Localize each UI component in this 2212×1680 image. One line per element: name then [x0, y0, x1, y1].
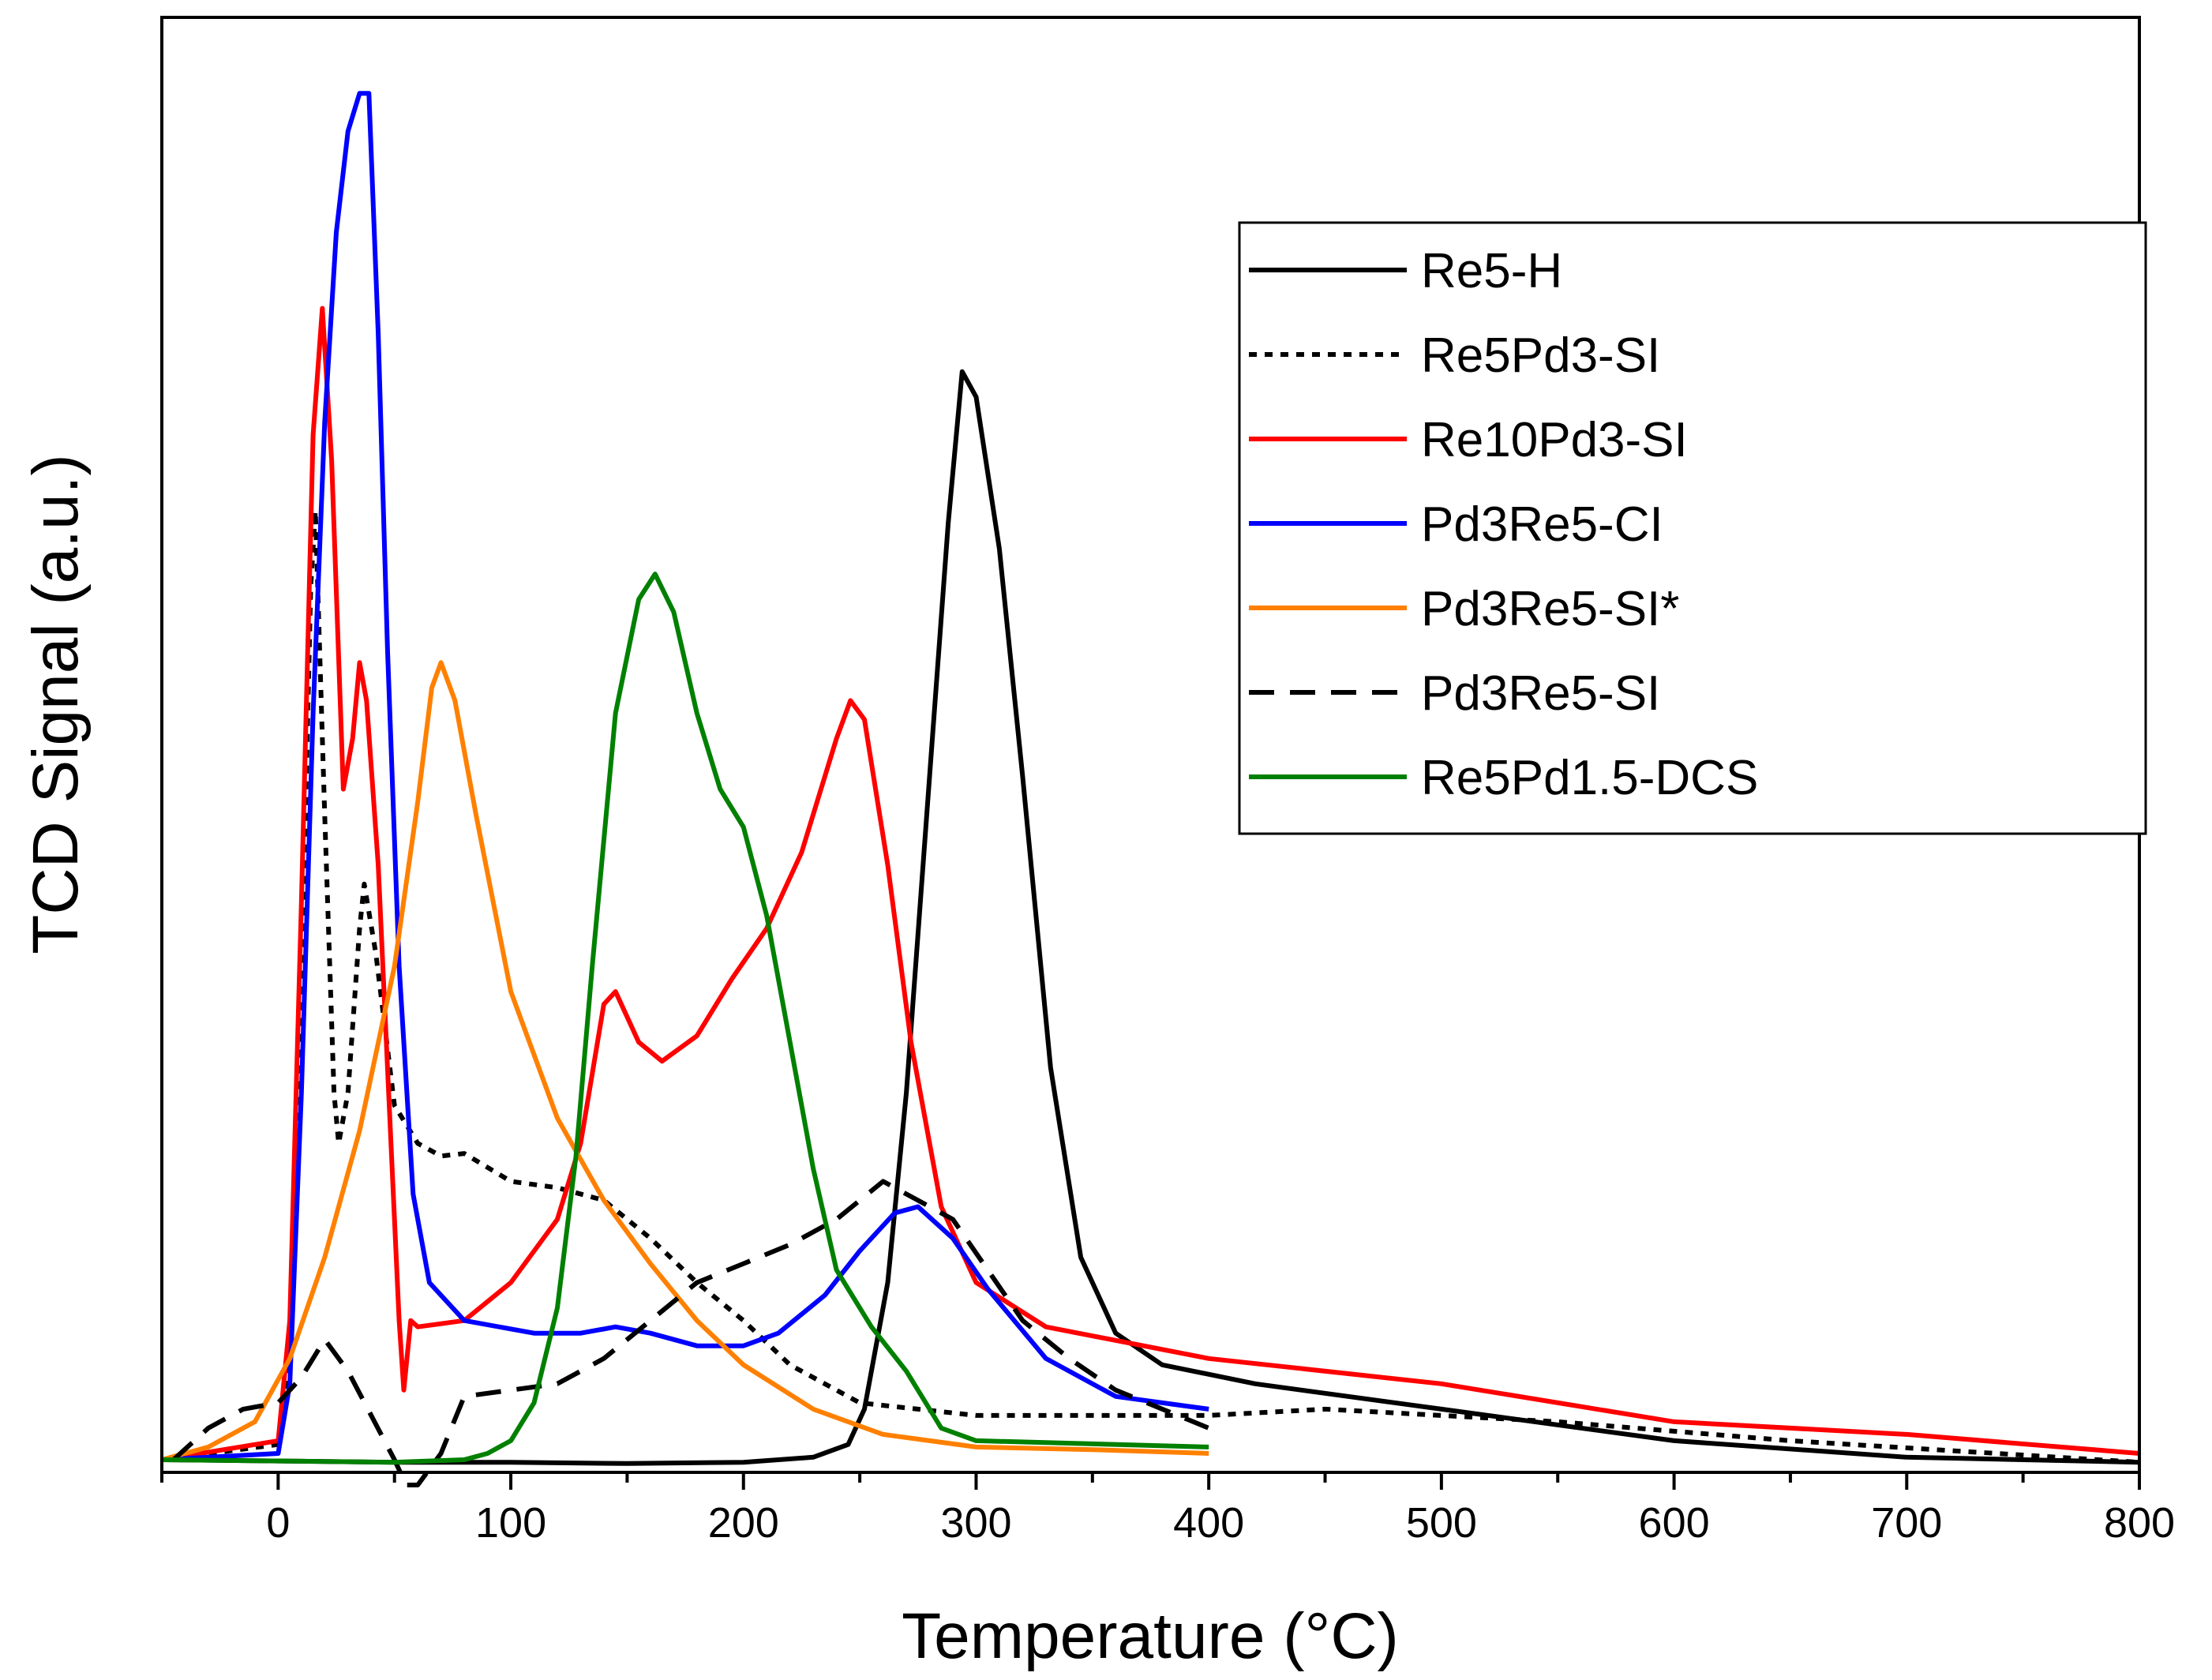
- series-line-pd3re5-si-: [161, 660, 1209, 1462]
- legend-label: Pd3Re5-SI*: [1421, 582, 1679, 636]
- series-line-pd3re5-si: [171, 1179, 1210, 1487]
- legend-label: Re5Pd1.5-DCS: [1421, 751, 1758, 805]
- x-axis-tick-labels: 0 100 200 300 400 500 600 700 800: [266, 1499, 2175, 1547]
- series-layer: [161, 91, 2140, 1487]
- legend-label: Re5-H: [1421, 244, 1562, 298]
- legend-label: Re5Pd3-SI: [1421, 328, 1660, 383]
- series-line-re10pd3-si: [161, 306, 2140, 1462]
- x-tick-label: 500: [1406, 1499, 1477, 1547]
- series-line-re5-h: [161, 369, 2140, 1466]
- x-tick-label: 700: [1871, 1499, 1942, 1547]
- series-line-re5pd1-5-dcs: [161, 572, 1209, 1465]
- x-axis-title: Temperature (°C): [902, 1600, 1399, 1672]
- legend: Re5-H Re5Pd3-SI Re10Pd3-SI Pd3Re5-CI Pd3Re5-…: [1238, 221, 2147, 835]
- x-tick-label: 200: [708, 1499, 779, 1547]
- x-tick-label: 400: [1173, 1499, 1244, 1547]
- x-tick-label: 0: [266, 1499, 290, 1547]
- legend-box: [1238, 221, 2147, 835]
- legend-label: Re10Pd3-SI: [1421, 413, 1688, 467]
- x-tick-label: 600: [1639, 1499, 1710, 1547]
- y-axis-title: TCD Signal (a.u.): [20, 454, 92, 954]
- legend-entries: Re5-H Re5Pd3-SI Re10Pd3-SI Pd3Re5-CI Pd3Re5-…: [1249, 244, 1758, 805]
- legend-label: Pd3Re5-CI: [1421, 497, 1663, 552]
- series-line-pd3re5-ci: [161, 91, 1209, 1462]
- x-tick-label: 800: [2104, 1499, 2175, 1547]
- x-tick-label: 100: [475, 1499, 546, 1547]
- x-tick-label: 300: [940, 1499, 1011, 1547]
- x-axis-ticks: [160, 1472, 2141, 1490]
- legend-label: Pd3Re5-SI: [1421, 666, 1660, 721]
- series-line-re5pd3-si: [161, 508, 2140, 1465]
